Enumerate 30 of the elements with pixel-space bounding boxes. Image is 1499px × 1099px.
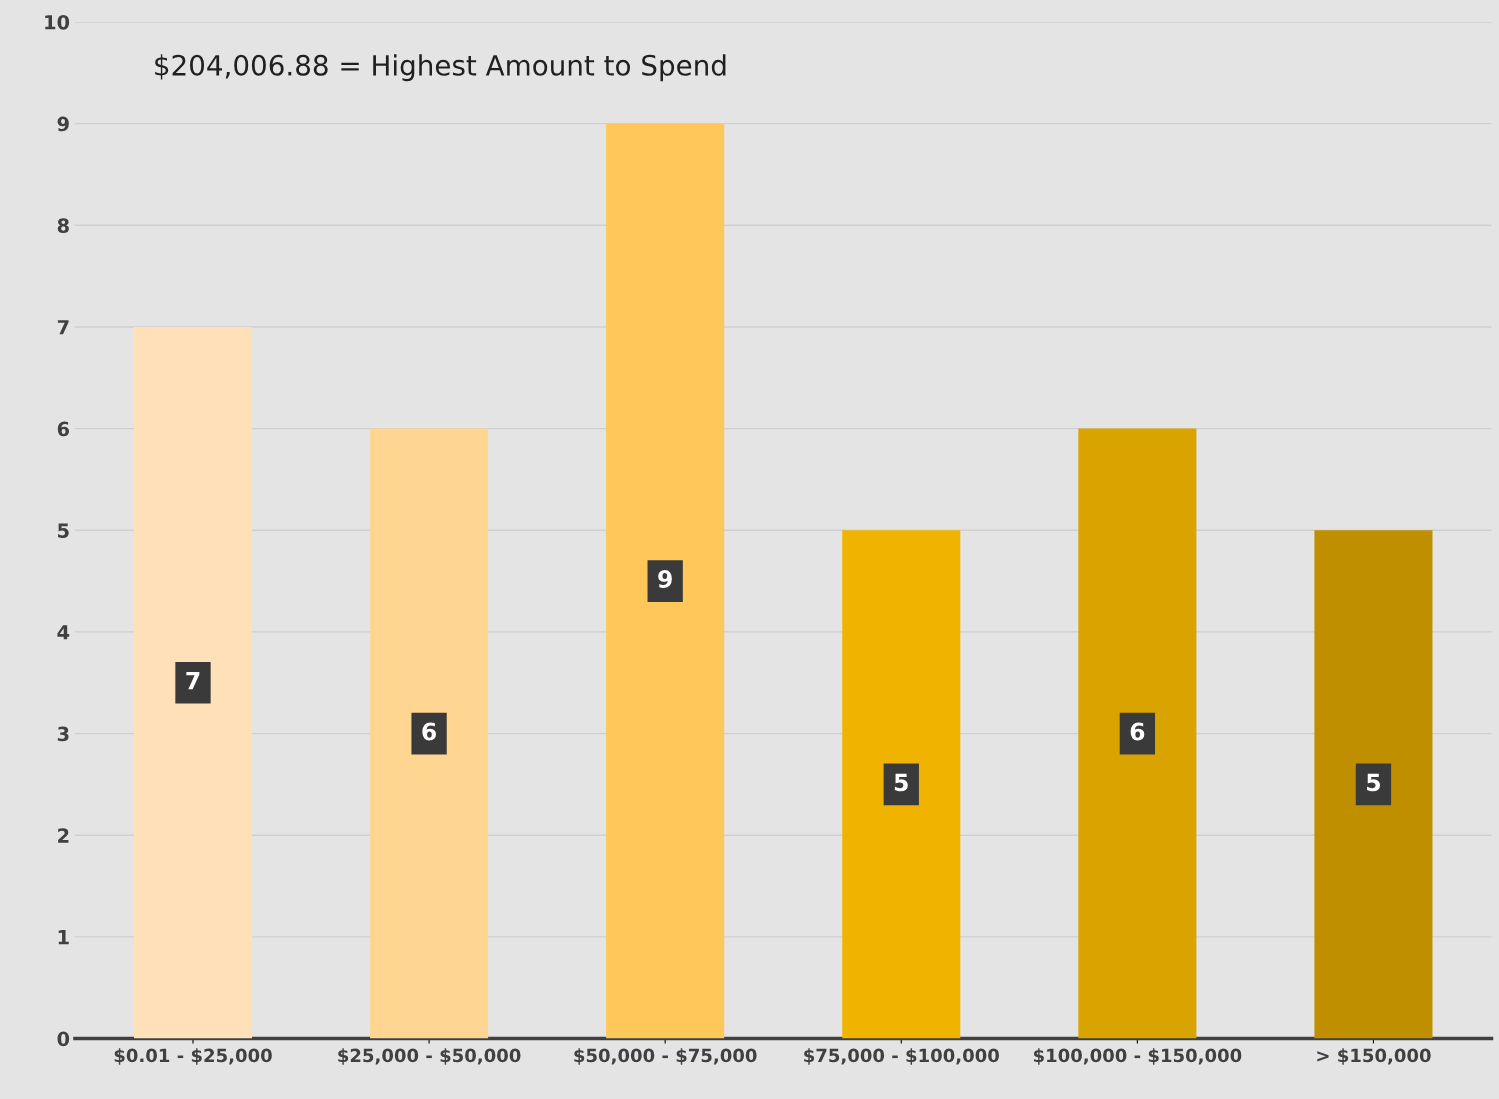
x-tick-label: $100,000 - $150,000 xyxy=(1033,1048,1242,1065)
x-tick-label: $0.01 - $25,000 xyxy=(114,1048,272,1065)
y-tick-label: 10 xyxy=(45,14,70,30)
x-tick-label: $50,000 - $75,000 xyxy=(574,1048,757,1065)
bar xyxy=(606,123,725,1039)
y-tick-label: 6 xyxy=(57,421,70,437)
bar xyxy=(842,530,961,1039)
data-label: 6 xyxy=(1130,722,1145,741)
y-tick-label: 4 xyxy=(57,625,70,640)
bar xyxy=(133,326,253,1039)
y-tick-label: 5 xyxy=(58,523,69,538)
x-tick-label: > $150,000 xyxy=(1317,1048,1431,1065)
y-tick-label: 3 xyxy=(57,726,69,742)
bar xyxy=(370,428,489,1039)
data-label: 9 xyxy=(658,570,672,588)
data-label: 5 xyxy=(894,773,908,792)
y-tick-label: 1 xyxy=(58,930,69,945)
y-tick-label: 2 xyxy=(58,828,69,843)
data-label: 7 xyxy=(186,672,200,690)
data-label: 5 xyxy=(1367,773,1381,792)
annotation: $204,006.88 = Highest Amount to Spend xyxy=(155,54,726,82)
y-tick-label: 7 xyxy=(57,320,69,335)
y-tick-label: 8 xyxy=(57,218,69,233)
x-tick-label: $25,000 - $50,000 xyxy=(338,1048,521,1065)
y-tick-label: 0 xyxy=(57,1031,70,1047)
bar xyxy=(1314,530,1433,1039)
bar xyxy=(1078,428,1197,1039)
data-label: 6 xyxy=(422,722,437,741)
x-tick-label: $75,000 - $100,000 xyxy=(804,1048,999,1065)
y-tick-label: 9 xyxy=(57,116,69,132)
